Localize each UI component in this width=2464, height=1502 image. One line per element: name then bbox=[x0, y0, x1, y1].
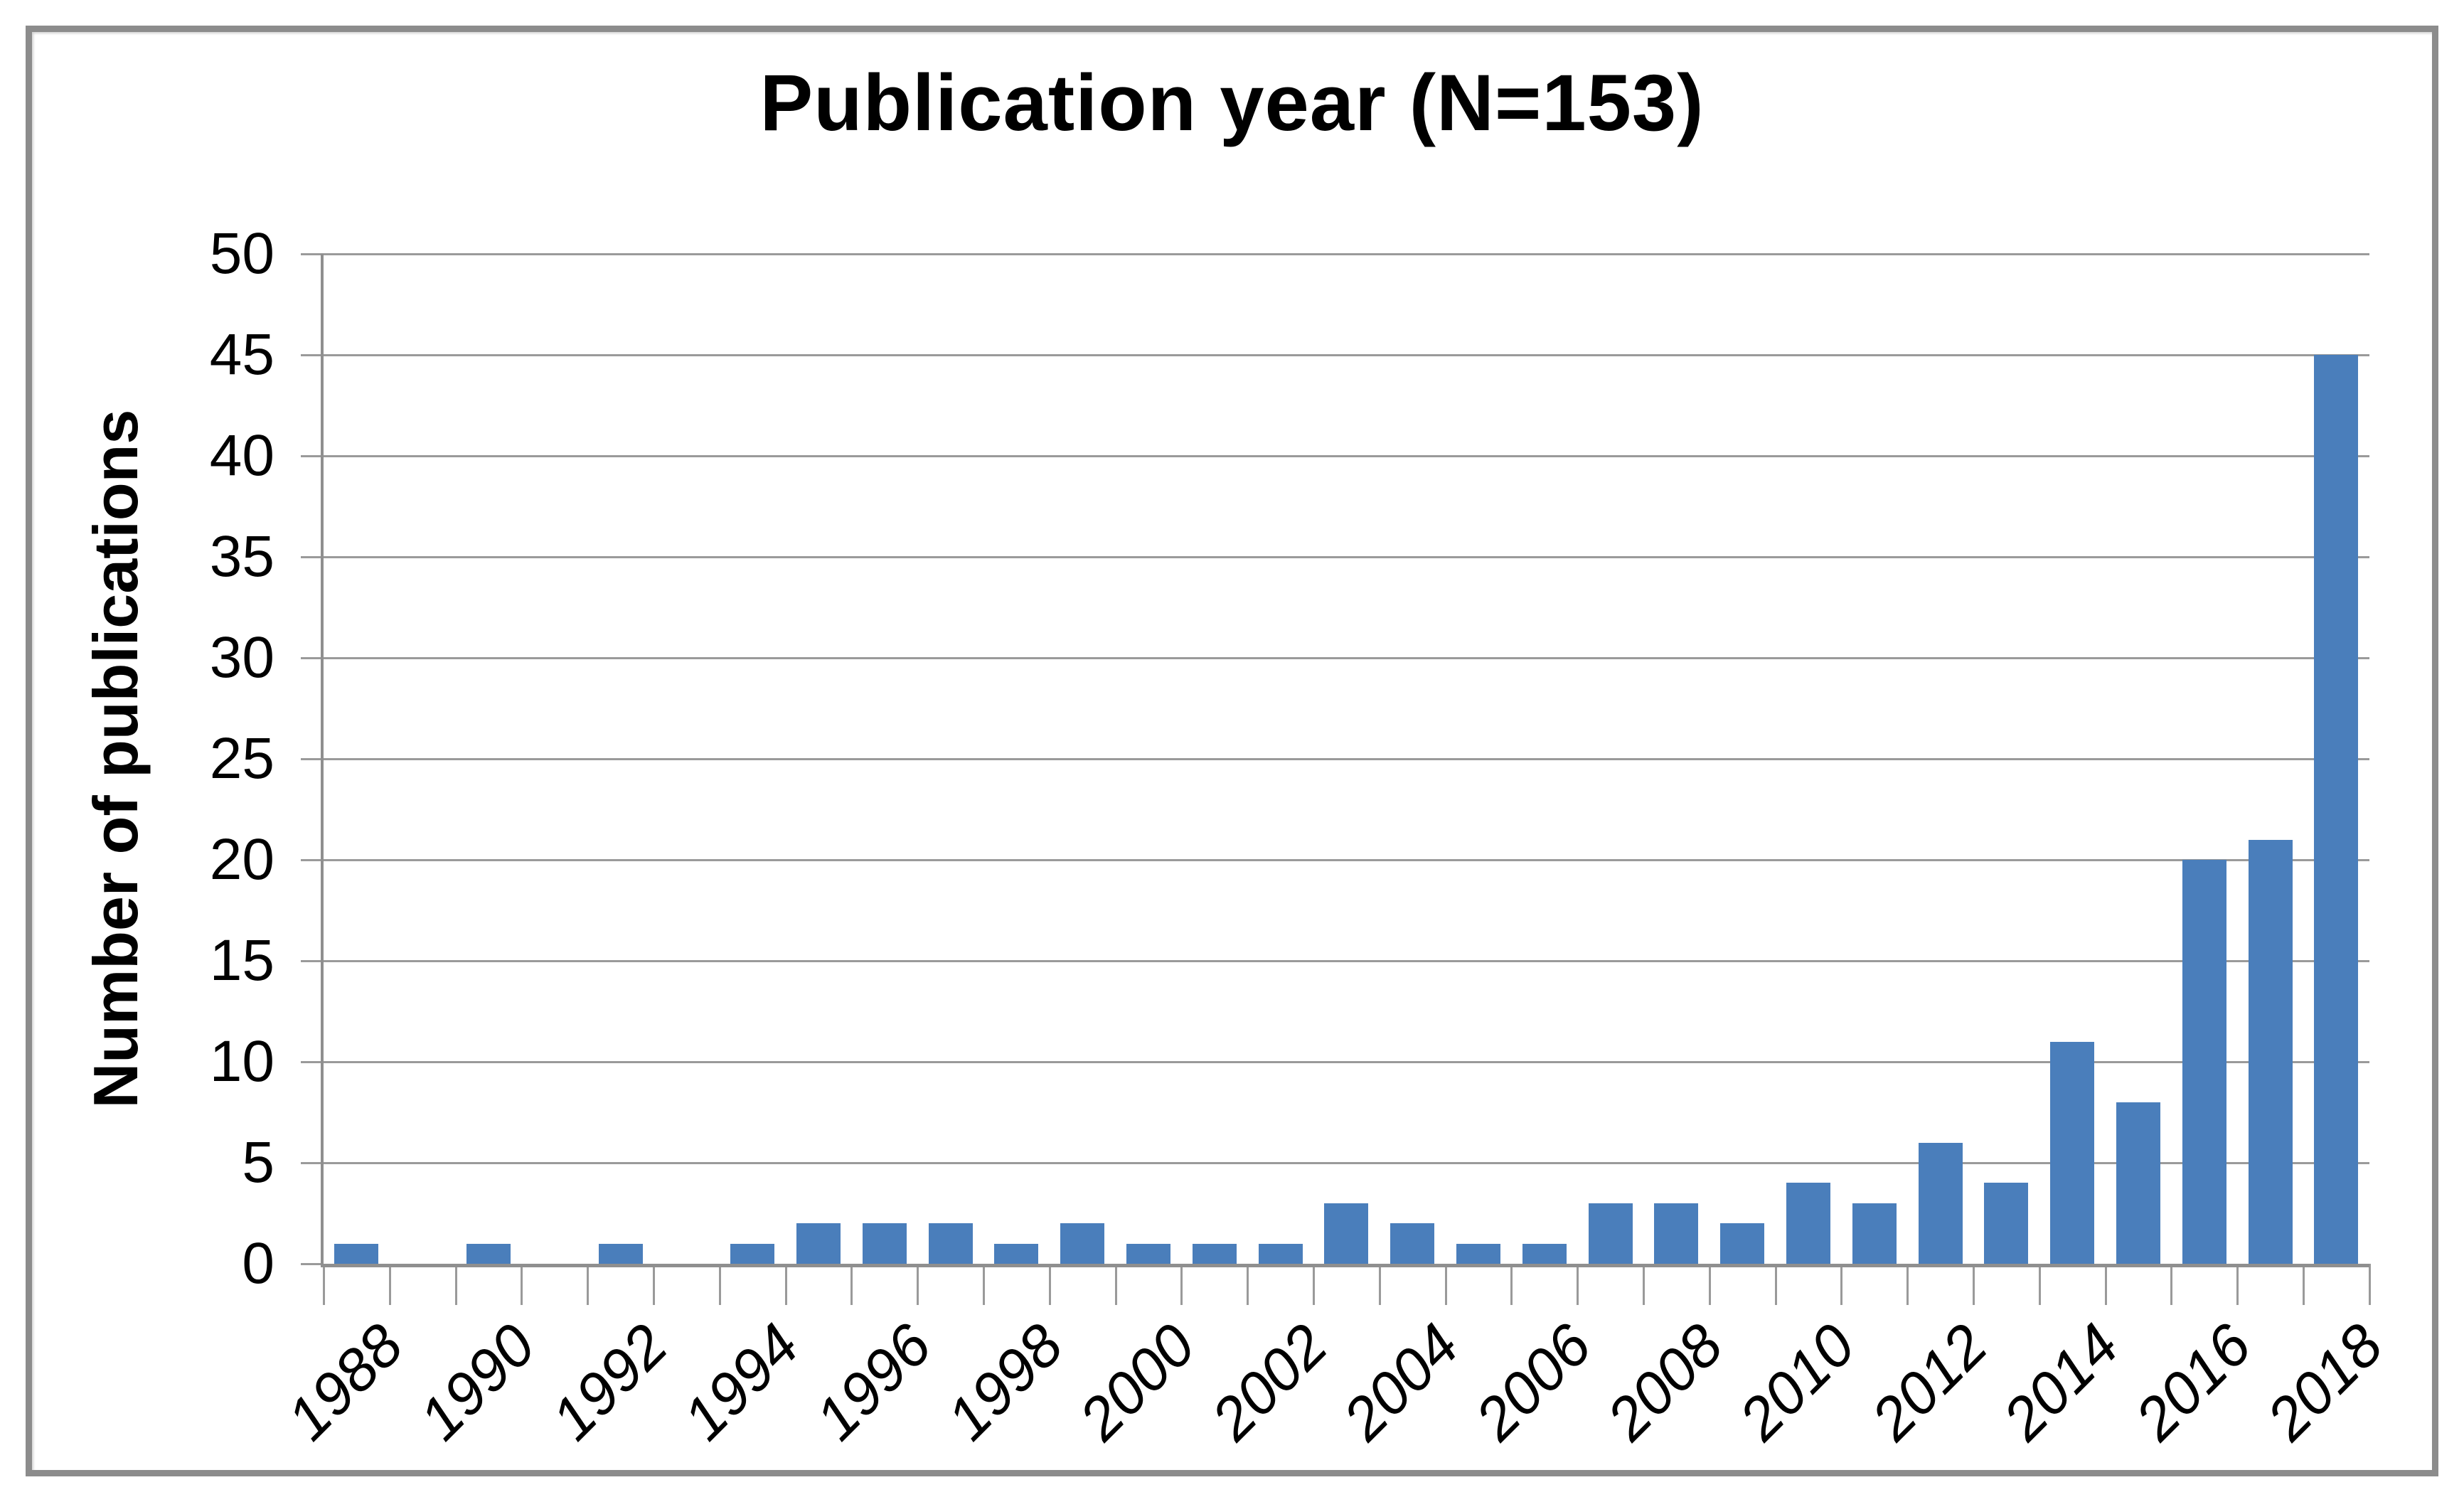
bar-1988 bbox=[334, 1243, 379, 1264]
bar-1994 bbox=[730, 1243, 775, 1264]
x-axis-tick bbox=[2368, 1264, 2371, 1305]
bar-2018 bbox=[2314, 355, 2359, 1264]
bar-1997 bbox=[928, 1223, 973, 1264]
gridline bbox=[324, 859, 2369, 861]
y-tick-label: 15 bbox=[209, 928, 274, 993]
y-axis-tick bbox=[301, 1162, 324, 1164]
bar-2017 bbox=[2248, 839, 2293, 1264]
y-axis-tick bbox=[301, 556, 324, 558]
bar-2004 bbox=[1390, 1223, 1435, 1264]
x-axis-tick bbox=[1247, 1264, 1249, 1305]
gridline bbox=[324, 455, 2369, 457]
x-axis-tick bbox=[388, 1264, 391, 1305]
y-axis-tick bbox=[301, 455, 324, 457]
y-tick-label: 40 bbox=[209, 423, 274, 488]
y-tick-label: 25 bbox=[209, 726, 274, 791]
chart-outer-border bbox=[26, 26, 2438, 1476]
x-axis-tick bbox=[2170, 1264, 2173, 1305]
x-axis-tick bbox=[1114, 1264, 1117, 1305]
y-tick-label: 5 bbox=[242, 1130, 274, 1195]
x-axis-tick bbox=[983, 1264, 985, 1305]
bar-1998 bbox=[994, 1243, 1039, 1264]
y-axis-tick bbox=[301, 859, 324, 861]
x-axis-tick bbox=[587, 1264, 590, 1305]
x-axis-tick bbox=[850, 1264, 853, 1305]
x-axis-tick bbox=[323, 1264, 325, 1305]
x-axis-tick bbox=[1643, 1264, 1645, 1305]
x-axis-line bbox=[321, 1264, 2369, 1267]
x-axis-tick bbox=[1510, 1264, 1513, 1305]
x-axis-tick bbox=[1180, 1264, 1183, 1305]
bar-2006 bbox=[1522, 1243, 1567, 1264]
bar-2000 bbox=[1126, 1243, 1170, 1264]
bar-2010 bbox=[1786, 1183, 1830, 1264]
x-axis-tick bbox=[1774, 1264, 1777, 1305]
x-axis-tick bbox=[917, 1264, 919, 1305]
gridline bbox=[324, 1162, 2369, 1164]
y-tick-label: 30 bbox=[209, 625, 274, 690]
y-tick-label: 45 bbox=[209, 322, 274, 387]
bar-2016 bbox=[2182, 860, 2226, 1264]
x-axis-tick bbox=[1973, 1264, 1975, 1305]
y-tick-label: 0 bbox=[242, 1231, 274, 1296]
bar-2012 bbox=[1918, 1142, 1963, 1264]
y-tick-label: 20 bbox=[209, 827, 274, 892]
y-axis-tick bbox=[301, 758, 324, 760]
x-axis-tick bbox=[1444, 1264, 1447, 1305]
y-tick-label: 35 bbox=[209, 524, 274, 589]
x-axis-tick bbox=[718, 1264, 721, 1305]
x-axis-tick bbox=[653, 1264, 655, 1305]
x-axis-tick bbox=[1378, 1264, 1381, 1305]
x-axis-tick bbox=[784, 1264, 787, 1305]
x-axis-tick bbox=[2104, 1264, 2107, 1305]
x-axis-tick bbox=[2303, 1264, 2305, 1305]
bar-1990 bbox=[466, 1243, 511, 1264]
y-axis-tick bbox=[301, 960, 324, 962]
x-axis-tick bbox=[521, 1264, 523, 1305]
bar-2015 bbox=[2116, 1102, 2160, 1264]
bar-2013 bbox=[1984, 1183, 2029, 1264]
bar-2005 bbox=[1456, 1243, 1500, 1264]
x-axis-tick bbox=[1840, 1264, 1843, 1305]
bar-1996 bbox=[862, 1223, 907, 1264]
gridline bbox=[324, 1061, 2369, 1063]
bar-2007 bbox=[1588, 1203, 1633, 1264]
x-axis-tick bbox=[2236, 1264, 2239, 1305]
y-axis-tick bbox=[301, 1263, 324, 1265]
x-axis-tick bbox=[1906, 1264, 1909, 1305]
y-axis-line bbox=[321, 254, 324, 1264]
bar-1995 bbox=[796, 1223, 841, 1264]
gridline bbox=[324, 758, 2369, 760]
bar-1992 bbox=[598, 1243, 643, 1264]
x-axis-tick bbox=[1577, 1264, 1579, 1305]
x-axis-tick bbox=[1048, 1264, 1051, 1305]
gridline bbox=[324, 556, 2369, 558]
chart-title: Publication year (N=153) bbox=[759, 58, 1705, 147]
y-axis-tick bbox=[301, 657, 324, 659]
y-axis-tick bbox=[301, 1061, 324, 1063]
x-axis-tick bbox=[1708, 1264, 1711, 1305]
gridline bbox=[324, 253, 2369, 255]
bar-2003 bbox=[1324, 1203, 1369, 1264]
bar-2001 bbox=[1192, 1243, 1237, 1264]
gridline bbox=[324, 657, 2369, 659]
bar-2008 bbox=[1654, 1203, 1699, 1264]
x-axis-tick bbox=[454, 1264, 457, 1305]
gridline bbox=[324, 960, 2369, 962]
gridline bbox=[324, 354, 2369, 356]
x-axis-tick bbox=[1313, 1264, 1315, 1305]
bar-2002 bbox=[1258, 1243, 1303, 1264]
bar-2011 bbox=[1852, 1203, 1897, 1264]
y-axis-tick bbox=[301, 253, 324, 255]
y-tick-label: 10 bbox=[209, 1029, 274, 1094]
bar-2014 bbox=[2050, 1041, 2095, 1264]
y-axis-tick bbox=[301, 354, 324, 356]
y-tick-label: 50 bbox=[209, 221, 274, 286]
bar-1999 bbox=[1060, 1223, 1105, 1264]
x-axis-tick bbox=[2038, 1264, 2041, 1305]
bar-2009 bbox=[1720, 1223, 1765, 1264]
